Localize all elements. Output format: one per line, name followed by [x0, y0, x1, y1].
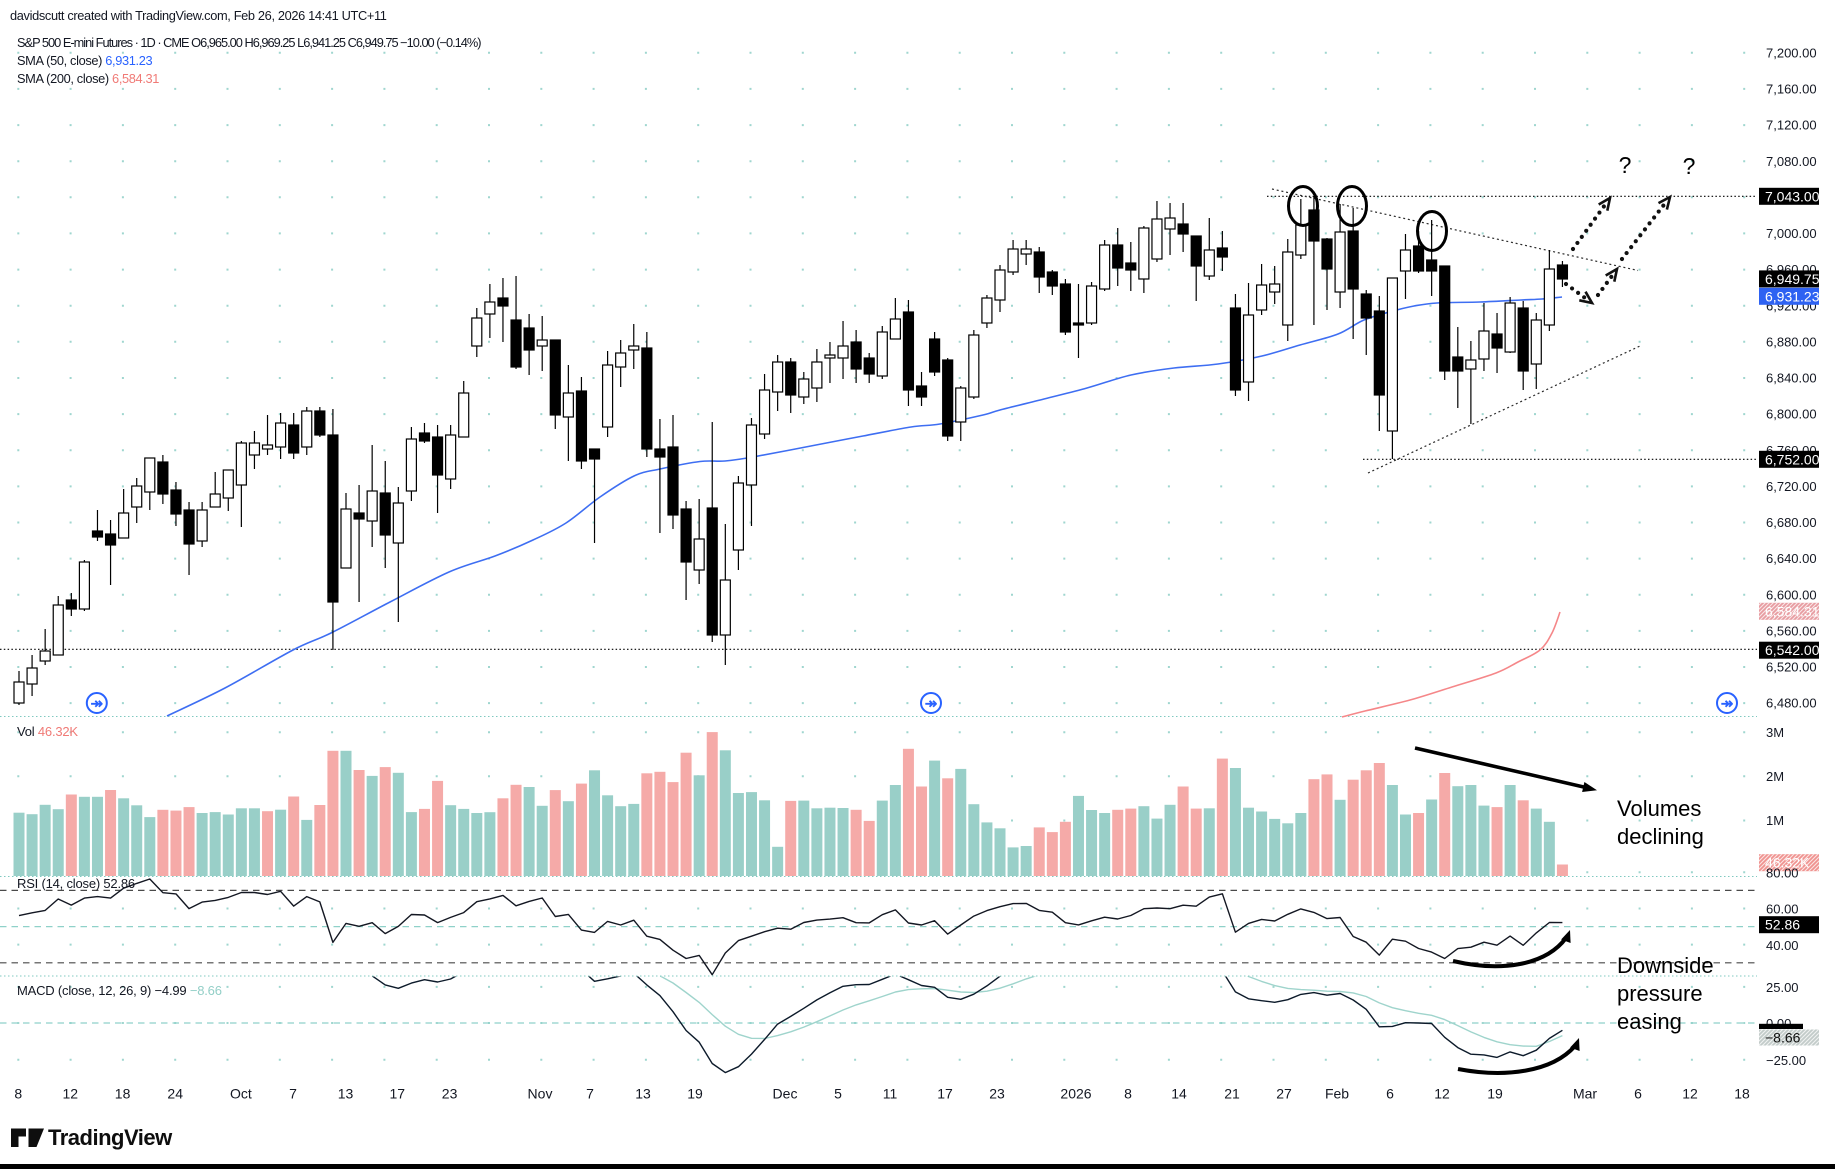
svg-text:6,640.00: 6,640.00	[1766, 551, 1817, 566]
svg-text:23: 23	[989, 1085, 1005, 1101]
svg-text:SMA (50, close) 6,931.23: SMA (50, close) 6,931.23	[17, 53, 153, 68]
svg-text:3M: 3M	[1766, 725, 1784, 740]
svg-text:Feb: Feb	[1325, 1085, 1349, 1101]
svg-text:MACD (close, 12, 26, 9) −4.99: MACD (close, 12, 26, 9) −4.99 −8.66	[17, 983, 222, 998]
svg-text:8: 8	[14, 1085, 22, 1101]
svg-text:6,600.00: 6,600.00	[1766, 587, 1817, 602]
svg-text:6,584.31: 6,584.31	[1765, 603, 1820, 619]
svg-text:2026: 2026	[1060, 1085, 1091, 1101]
svg-text:6,880.00: 6,880.00	[1766, 334, 1817, 349]
svg-text:17: 17	[937, 1085, 953, 1101]
svg-text:19: 19	[687, 1085, 703, 1101]
svg-text:davidscutt created with Tradin: davidscutt created with TradingView.com,…	[10, 8, 387, 23]
svg-text:↠: ↠	[91, 696, 104, 713]
svg-text:6,560.00: 6,560.00	[1766, 623, 1817, 638]
svg-text:7,080.00: 7,080.00	[1766, 154, 1817, 169]
svg-text:6,752.00: 6,752.00	[1765, 451, 1820, 467]
svg-text:declining: declining	[1617, 824, 1704, 849]
svg-text:12: 12	[63, 1085, 79, 1101]
svg-text:↠: ↠	[1721, 696, 1734, 713]
svg-text:6,949.75: 6,949.75	[1765, 271, 1820, 287]
svg-text:27: 27	[1276, 1085, 1292, 1101]
svg-text:6,720.00: 6,720.00	[1766, 479, 1817, 494]
svg-text:17: 17	[390, 1085, 406, 1101]
svg-text:6,480.00: 6,480.00	[1766, 696, 1817, 711]
svg-text:6,931.23: 6,931.23	[1765, 288, 1820, 304]
svg-text:Volumes: Volumes	[1617, 796, 1701, 821]
svg-text:6,520.00: 6,520.00	[1766, 660, 1817, 675]
svg-text:18: 18	[115, 1085, 131, 1101]
svg-text:5: 5	[834, 1085, 842, 1101]
svg-text:7,160.00: 7,160.00	[1766, 82, 1817, 97]
svg-text:6,680.00: 6,680.00	[1766, 515, 1817, 530]
svg-text:52.86: 52.86	[1765, 917, 1800, 933]
svg-text:6,542.00: 6,542.00	[1765, 642, 1820, 658]
svg-text:7,120.00: 7,120.00	[1766, 118, 1817, 133]
svg-text:6: 6	[1634, 1085, 1642, 1101]
svg-text:?: ?	[1619, 152, 1632, 178]
svg-text:40.00: 40.00	[1766, 938, 1799, 953]
svg-text:13: 13	[338, 1085, 354, 1101]
svg-text:46.32K: 46.32K	[1765, 855, 1810, 871]
svg-text:14: 14	[1171, 1085, 1187, 1101]
svg-text:7,000.00: 7,000.00	[1766, 226, 1817, 241]
svg-text:7,200.00: 7,200.00	[1766, 45, 1817, 60]
svg-text:TradingView: TradingView	[48, 1125, 173, 1150]
svg-text:23: 23	[442, 1085, 458, 1101]
svg-text:8: 8	[1124, 1085, 1132, 1101]
svg-text:6,800.00: 6,800.00	[1766, 407, 1817, 422]
svg-text:Dec: Dec	[773, 1085, 798, 1101]
svg-text:12: 12	[1682, 1085, 1698, 1101]
svg-text:80.00: 80.00	[1766, 866, 1799, 881]
svg-text:6,840.00: 6,840.00	[1766, 371, 1817, 386]
svg-text:SMA (200, close) 6,584.31: SMA (200, close) 6,584.31	[17, 71, 159, 86]
svg-text:25.00: 25.00	[1766, 980, 1799, 995]
svg-text:21: 21	[1224, 1085, 1240, 1101]
svg-text:Downside: Downside	[1617, 953, 1714, 978]
svg-text:1M: 1M	[1766, 813, 1784, 828]
svg-text:easing: easing	[1617, 1009, 1682, 1034]
svg-text:Oct: Oct	[230, 1085, 252, 1101]
svg-text:19: 19	[1487, 1085, 1503, 1101]
svg-text:Vol 46.32K: Vol 46.32K	[17, 724, 78, 739]
svg-text:11: 11	[883, 1085, 898, 1101]
svg-text:7: 7	[289, 1085, 297, 1101]
svg-text:pressure: pressure	[1617, 981, 1703, 1006]
svg-text:Mar: Mar	[1573, 1085, 1597, 1101]
svg-text:↠: ↠	[925, 696, 938, 713]
svg-text:S&P 500 E-mini Futures · 1D ·: S&P 500 E-mini Futures · 1D · CME O6,965…	[17, 35, 481, 50]
svg-text:−8.66: −8.66	[1765, 1030, 1801, 1046]
svg-text:60.00: 60.00	[1766, 902, 1799, 917]
svg-text:Nov: Nov	[528, 1085, 553, 1101]
svg-text:RSI (14, close) 52.86: RSI (14, close) 52.86	[17, 876, 135, 891]
svg-text:24: 24	[167, 1085, 183, 1101]
svg-text:12: 12	[1434, 1085, 1450, 1101]
svg-text:−25.00: −25.00	[1766, 1053, 1806, 1068]
svg-text:18: 18	[1734, 1085, 1750, 1101]
svg-text:?: ?	[1683, 153, 1696, 179]
svg-text:13: 13	[635, 1085, 651, 1101]
svg-text:2M: 2M	[1766, 769, 1784, 784]
svg-text:7,043.00: 7,043.00	[1765, 188, 1820, 204]
svg-text:6: 6	[1386, 1085, 1394, 1101]
svg-text:7: 7	[586, 1085, 594, 1101]
